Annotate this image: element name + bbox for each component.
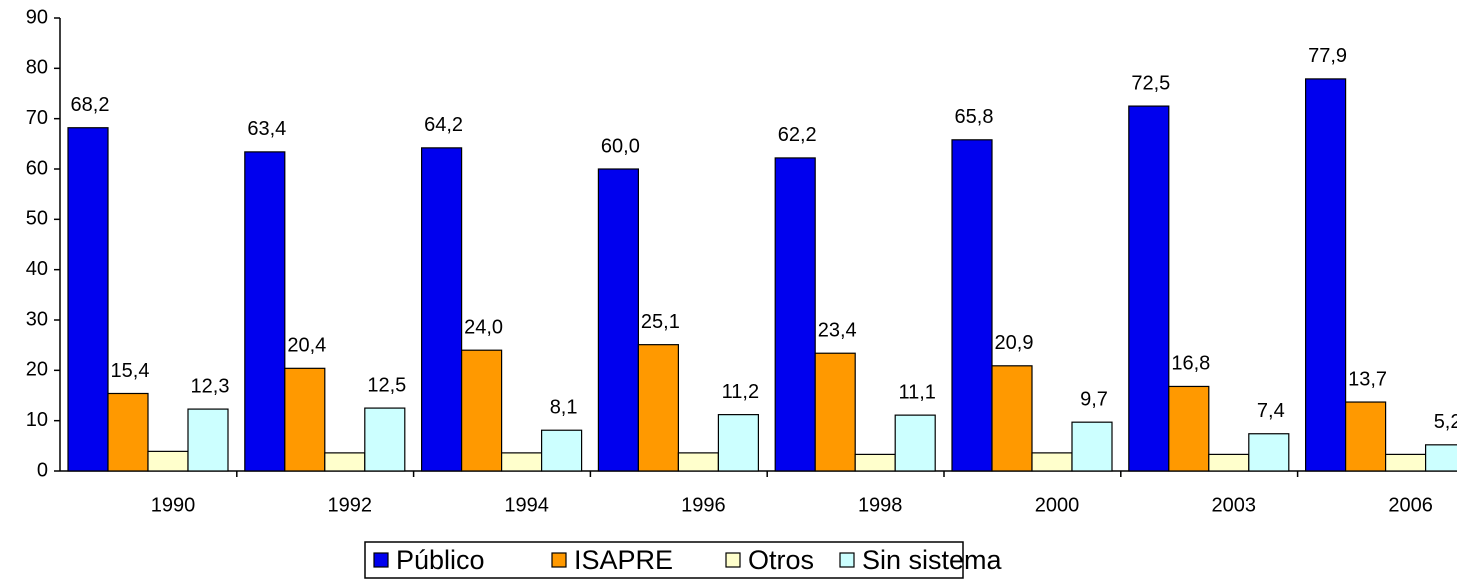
bar: [598, 169, 638, 471]
bar: [775, 158, 815, 471]
bar: [992, 366, 1032, 471]
bar: [422, 148, 462, 471]
value-label: 68,2: [71, 94, 110, 116]
value-label: 64,2: [424, 114, 463, 136]
x-tick-label: 1996: [681, 494, 726, 516]
x-tick-label: 2003: [1212, 494, 1257, 516]
value-label: 72,5: [1131, 72, 1170, 94]
value-label: 9,7: [1080, 388, 1108, 410]
legend: Público ISAPRE Otros Sin sistema: [365, 542, 1003, 578]
bar: [1209, 454, 1249, 471]
bar: [108, 393, 148, 471]
value-label: 11,1: [898, 381, 935, 403]
bar: [895, 415, 935, 471]
legend-label: ISAPRE: [574, 545, 673, 575]
bar: [1032, 453, 1072, 471]
value-label: 62,2: [778, 124, 817, 146]
value-label: 8,1: [550, 397, 578, 419]
y-tick-label: 30: [26, 308, 48, 330]
bar: [1129, 106, 1169, 471]
bar: [718, 415, 758, 471]
value-label: 65,8: [955, 106, 994, 128]
value-label: 25,1: [641, 311, 680, 333]
legend-swatch: [552, 553, 566, 567]
value-label: 23,4: [818, 320, 857, 342]
bar: [68, 128, 108, 471]
legend-label: Otros: [748, 545, 814, 575]
bar: [1346, 402, 1386, 471]
x-tick-label: 2000: [1035, 494, 1080, 516]
value-label: 13,7: [1348, 368, 1387, 390]
bar: [245, 152, 285, 471]
y-tick-label: 10: [26, 409, 48, 431]
value-label: 12,5: [367, 374, 406, 396]
legend-swatch: [840, 553, 854, 567]
chart: 0 10 20 30 40 50 60 70 80 90 1990 68,2 15,4 12,3 1992 6…: [0, 0, 1457, 588]
bar: [1386, 454, 1426, 471]
legend-swatch: [726, 553, 740, 567]
legend-swatch: [374, 553, 388, 567]
y-tick-label: 70: [26, 107, 48, 129]
bar: [462, 350, 502, 471]
value-label: 24,0: [464, 316, 503, 338]
bar: [855, 454, 895, 471]
bar: [1426, 445, 1457, 471]
y-tick-label: 50: [26, 208, 48, 230]
bar: [815, 353, 855, 471]
x-tick-label: 1998: [858, 494, 903, 516]
bar: [1169, 386, 1209, 471]
bar: [1072, 422, 1112, 471]
bar: [502, 453, 542, 471]
value-label: 20,9: [995, 332, 1034, 354]
y-tick-label: 60: [26, 157, 48, 179]
legend-label: Sin sistema: [862, 545, 1003, 575]
value-label: 12,3: [191, 375, 230, 397]
value-label: 20,4: [287, 335, 326, 357]
bar: [285, 368, 325, 471]
y-tick-label: 90: [26, 6, 48, 28]
bar: [678, 453, 718, 471]
value-label: 16,8: [1171, 353, 1210, 375]
bar: [952, 140, 992, 471]
bar: [365, 408, 405, 471]
y-tick-label: 20: [26, 359, 48, 381]
value-label: 7,4: [1257, 400, 1285, 422]
bar: [325, 453, 365, 471]
bar: [638, 345, 678, 471]
x-tick-label: 1994: [504, 494, 549, 516]
value-label: 77,9: [1308, 45, 1347, 67]
bar: [1306, 79, 1346, 471]
x-tick-label: 1990: [151, 494, 196, 516]
value-label: 15,4: [111, 360, 150, 382]
bar: [148, 451, 188, 471]
value-label: 63,4: [247, 118, 286, 140]
bar: [542, 430, 582, 471]
x-tick-label: 1992: [328, 494, 373, 516]
value-label: 60,0: [601, 135, 640, 157]
value-label: 5,2: [1434, 411, 1457, 433]
y-tick-label: 40: [26, 258, 48, 280]
bar: [188, 409, 228, 471]
y-tick-label: 0: [37, 459, 48, 481]
legend-label: Público: [396, 545, 485, 575]
value-label: 11,2: [722, 381, 759, 403]
x-tick-label: 2006: [1388, 494, 1433, 516]
y-tick-label: 80: [26, 57, 48, 79]
bar: [1249, 434, 1289, 471]
